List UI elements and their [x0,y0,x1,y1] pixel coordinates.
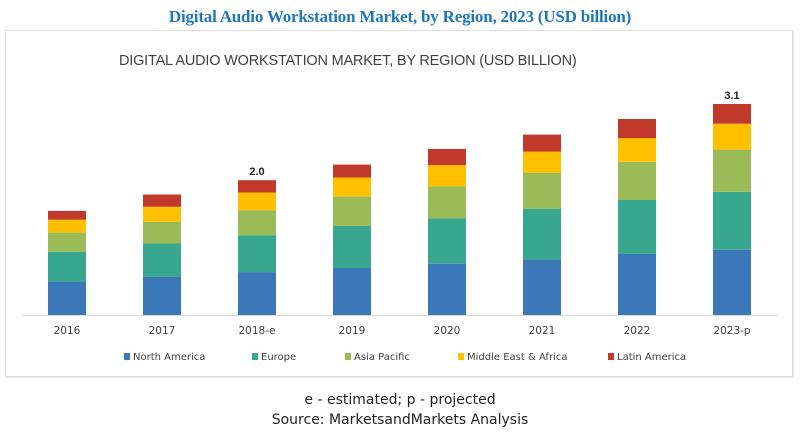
x-tick-label: 2021 [529,325,556,337]
legend: North America Europe Asia Pacific Middle Ea… [124,352,686,363]
legend-label: Middle East & Africa [467,352,567,363]
bar-segment-latin-america-2021 [523,134,561,152]
x-tick-label: 2016 [54,325,81,337]
data-label: 2.0 [249,166,264,178]
bar-segment-middle-east-africa-2016 [48,219,86,233]
bar-segment-north-america-2019 [333,268,371,315]
bar-segment-europe-2023-p [713,191,751,250]
bar-segment-asia-pacific-2019 [333,196,371,226]
bar-segment-europe-2017 [143,243,181,277]
legend-swatch [345,353,351,360]
bar-segment-north-america-2017 [143,276,181,315]
legend-item-asia-pacific: Asia Pacific [345,352,410,363]
bar-segment-asia-pacific-2021 [523,172,561,209]
bar-segment-middle-east-africa-2017 [143,206,181,222]
bar-segment-north-america-2022 [618,253,656,315]
x-tick-label: 2022 [624,325,651,337]
legend-label: Latin America [617,352,686,363]
main-title: Digital Audio Workstation Market, by Reg… [168,7,632,26]
legend-label: Asia Pacific [354,352,410,363]
bar-segment-europe-2018-e [238,235,276,273]
legend-item-north-america: North America [124,352,205,363]
footnote-estimated-projected: e - estimated; p - projected [304,392,496,408]
legend-swatch [608,353,614,360]
legend-swatch [458,353,464,360]
bar-segment-asia-pacific-2018-e [238,210,276,236]
bar-segment-latin-america-2023-p [713,104,751,124]
bar-segment-latin-america-2020 [428,148,466,166]
bar-segment-middle-east-africa-2018-e [238,192,276,211]
bar-segment-north-america-2023-p [713,249,751,315]
chart-frame [5,30,793,377]
bar-annotations: 2.0 3.1 [249,90,739,178]
bar-segment-north-america-2018-e [238,272,276,315]
bar-segment-latin-america-2019 [333,164,371,178]
bar-segment-europe-2019 [333,225,371,268]
bar-segment-asia-pacific-2017 [143,221,181,244]
x-tick-label: 2020 [434,325,461,337]
bar-segment-middle-east-africa-2021 [523,151,561,173]
bar-segment-asia-pacific-2016 [48,232,86,252]
bar-segment-asia-pacific-2020 [428,186,466,219]
legend-item-latin-america: Latin America [608,352,686,363]
bar-segment-middle-east-africa-2022 [618,138,656,162]
bar-segment-europe-2021 [523,208,561,260]
data-label: 3.1 [724,90,739,102]
chart-title: DIGITAL AUDIO WORKSTATION MARKET, BY REG… [119,53,577,69]
legend-label: North America [133,352,205,363]
bar-segment-latin-america-2017 [143,194,181,207]
legend-swatch [252,353,258,360]
source-note: Source: MarketsandMarkets Analysis [271,412,529,428]
bar-segment-europe-2022 [618,200,656,254]
legend-label: Europe [261,352,296,363]
legend-swatch [124,353,130,360]
bar-segment-middle-east-africa-2020 [428,165,466,187]
bar-segment-asia-pacific-2022 [618,161,656,200]
bar-segment-europe-2016 [48,251,86,282]
bar-segment-asia-pacific-2023-p [713,149,751,192]
x-tick-label: 2019 [339,325,366,337]
bar-segment-north-america-2020 [428,263,466,315]
bar-segment-latin-america-2022 [618,119,656,139]
x-tick-label: 2018-e [239,325,276,337]
x-tick-label: 2017 [149,325,176,337]
bar-segment-north-america-2021 [523,259,561,315]
x-tick-label: 2023-p [713,325,751,337]
bar-segment-europe-2020 [428,218,466,264]
bar-segment-middle-east-africa-2023-p [713,123,751,150]
x-tick-labels: 2016 2017 2018-e 2019 2020 2021 2022 2023-p [54,325,751,337]
bar-segment-latin-america-2016 [48,210,86,220]
legend-item-europe: Europe [252,352,296,363]
bars-group [48,104,751,315]
legend-item-middle-east-africa: Middle East & Africa [458,352,567,363]
bar-segment-north-america-2016 [48,281,86,315]
bar-segment-latin-america-2018-e [238,180,276,193]
bar-segment-middle-east-africa-2019 [333,177,371,197]
